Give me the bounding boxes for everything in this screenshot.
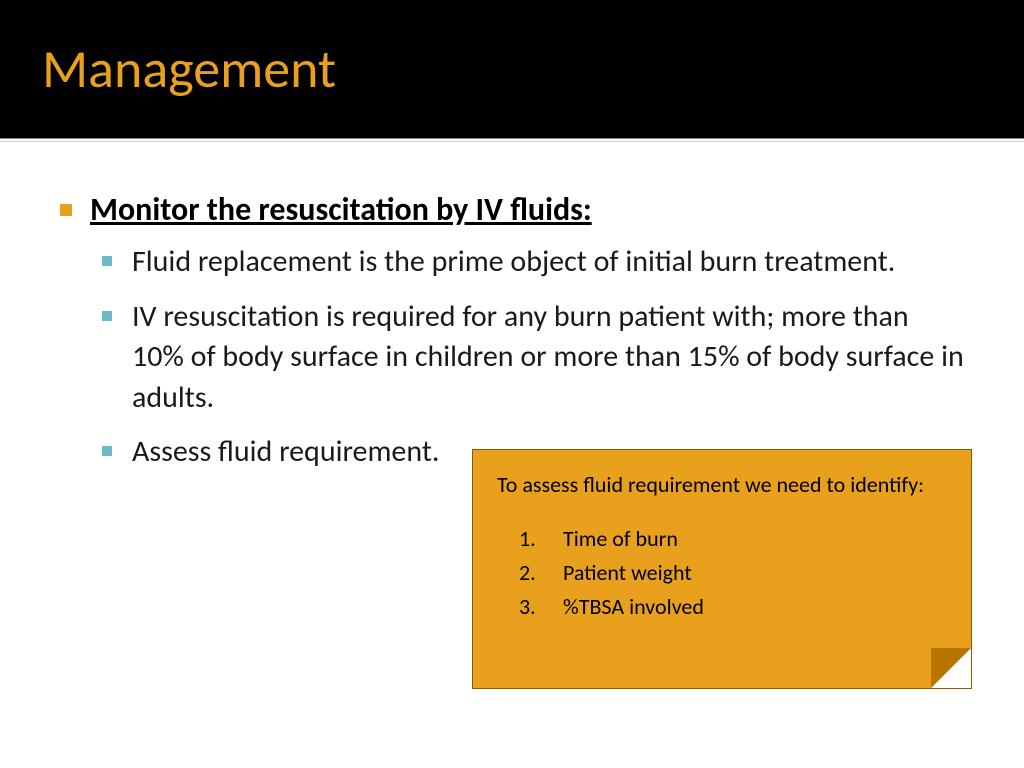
list-number: 3. xyxy=(519,590,563,624)
list-item: 2.Patient weight xyxy=(519,556,947,590)
slide: Management Monitor the resuscitation by … xyxy=(0,0,1024,768)
square-bullet-icon xyxy=(60,204,72,216)
square-bullet-icon xyxy=(102,256,112,266)
callout-note: To assess fluid requirement we need to i… xyxy=(472,449,972,689)
list-item: IV resuscitation is required for any bur… xyxy=(102,297,964,419)
content-area: Monitor the resuscitation by IV fluids: … xyxy=(0,142,1024,473)
list-item: 3.%TBSA involved xyxy=(519,590,947,624)
main-bullet-row: Monitor the resuscitation by IV fluids: xyxy=(60,190,964,230)
page-curl-flap xyxy=(931,648,971,688)
list-item-text: %TBSA involved xyxy=(563,590,704,624)
sub-bullet-list: Fluid replacement is the prime object of… xyxy=(102,242,964,473)
list-number: 2. xyxy=(519,556,563,590)
callout-title: To assess fluid requirement we need to i… xyxy=(497,470,947,500)
callout-ordered-list: 1.Time of burn 2.Patient weight 3.%TBSA … xyxy=(497,522,947,624)
page-curl-icon xyxy=(931,648,971,688)
title-header-band: Management xyxy=(0,0,1024,138)
list-item: 1.Time of burn xyxy=(519,522,947,556)
list-item-text: Fluid replacement is the prime object of… xyxy=(132,242,895,283)
list-item-text: Patient weight xyxy=(563,556,692,590)
slide-title: Management xyxy=(42,36,336,102)
list-item-text: Time of burn xyxy=(563,522,678,556)
list-item-text: IV resuscitation is required for any bur… xyxy=(132,297,964,419)
square-bullet-icon xyxy=(102,311,112,321)
list-item: Fluid replacement is the prime object of… xyxy=(102,242,964,283)
list-number: 1. xyxy=(519,522,563,556)
main-heading: Monitor the resuscitation by IV fluids: xyxy=(90,190,592,230)
square-bullet-icon xyxy=(102,446,112,456)
list-item-text: Assess fluid requirement. xyxy=(132,432,439,473)
